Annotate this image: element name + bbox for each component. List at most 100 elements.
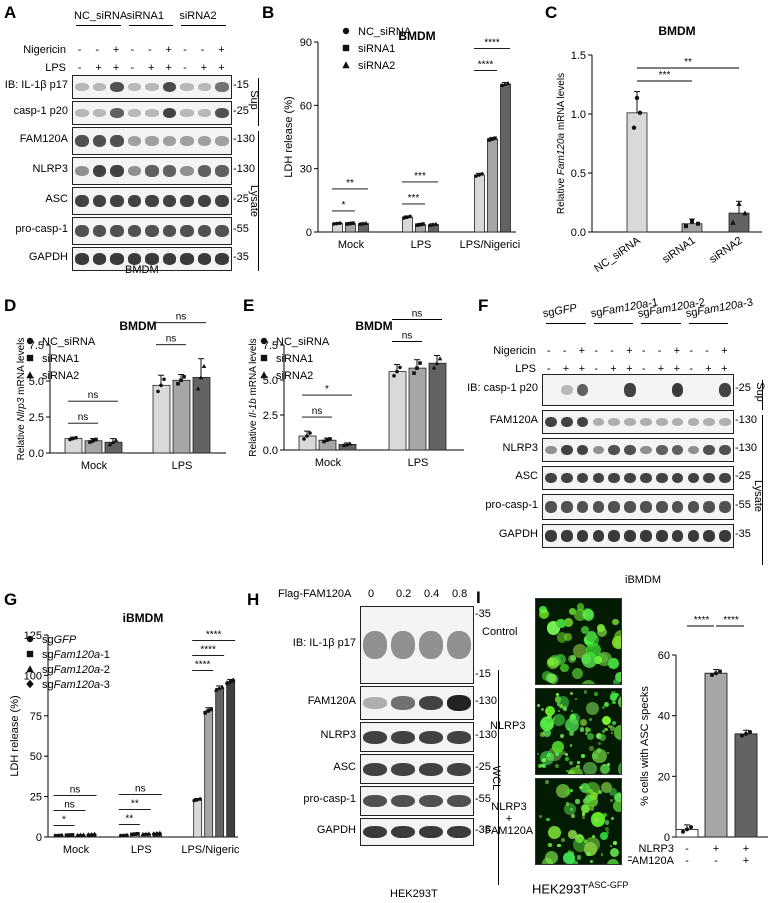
treatment-sign: + <box>713 843 719 855</box>
data-point <box>431 365 437 370</box>
lane-group-underline <box>641 323 681 324</box>
blot-band <box>127 83 142 91</box>
fluorescent-cell <box>547 718 552 723</box>
fluorescent-cell <box>599 832 609 841</box>
fluorescent-cell <box>583 761 597 774</box>
fluorescent-cell <box>570 808 573 811</box>
fluorescent-cell <box>605 826 610 831</box>
blot-band <box>363 825 387 839</box>
blot-band <box>576 530 589 542</box>
molecular-weight-label: -35 <box>475 608 491 620</box>
data-point <box>433 221 439 226</box>
blot-band <box>624 444 636 456</box>
lane-group-underline <box>593 323 633 324</box>
blot-row-label: NLRP3 <box>502 442 538 454</box>
blot-band <box>92 164 107 178</box>
molecular-weight-label: -25 <box>475 761 491 773</box>
panel-h-western-blot: Flag-FAM120A 0 0.2 0.4 0.8 IB: IL-1β p17 -35 -1… <box>240 580 502 900</box>
data-point <box>198 797 202 801</box>
legend-marker <box>260 354 268 362</box>
data-point <box>487 138 491 142</box>
y-tick-label: 0 <box>36 832 42 844</box>
legend-label: siRNA1 <box>42 353 79 365</box>
fluorescent-cell <box>556 618 566 629</box>
fluorescent-cell <box>543 729 551 737</box>
legend-marker <box>260 371 268 379</box>
legend-label: sgFam120a-2 <box>42 664 110 676</box>
blot-row-label: GAPDH <box>316 824 356 836</box>
data-point <box>351 221 355 225</box>
treatment-sign: - <box>610 345 614 357</box>
blot-row-label: FAM120A <box>307 695 356 707</box>
fluorescent-cell <box>574 609 587 622</box>
treatment-sign: + <box>112 62 120 74</box>
treatment-sign: - <box>562 345 567 357</box>
data-point <box>113 437 119 442</box>
data-point <box>402 216 406 220</box>
fluorescent-cell <box>575 799 580 804</box>
lane-group-underline <box>181 25 226 26</box>
blot-band <box>162 225 177 237</box>
significance-label: * <box>325 384 329 395</box>
fluorescent-cell <box>564 618 574 627</box>
blot-band <box>391 631 415 659</box>
fluorescent-cell <box>570 814 575 819</box>
legend-label: siRNA1 <box>358 43 395 55</box>
treatment-label: NLRP3 <box>639 843 674 855</box>
fluorescent-cell <box>604 820 609 825</box>
blot-band <box>75 83 89 91</box>
blot-band <box>545 416 557 428</box>
legend-label-part: Fam120a <box>54 649 100 661</box>
bar <box>84 440 103 454</box>
blot-band <box>419 730 443 744</box>
fluorescent-cell <box>590 860 593 863</box>
blot-band <box>560 530 573 542</box>
blot-band <box>145 83 159 91</box>
legend-marker <box>26 650 34 658</box>
blot-band <box>719 383 731 397</box>
data-point <box>176 381 180 386</box>
data-point <box>477 173 481 177</box>
blot-strip <box>72 217 232 245</box>
data-point <box>151 831 157 838</box>
fluorescent-cell <box>610 726 615 731</box>
fluorescent-cell <box>586 630 598 642</box>
fluorescence-image-control <box>535 598 622 685</box>
blot-band <box>162 81 177 93</box>
blot-band <box>576 416 589 428</box>
data-point <box>748 730 752 735</box>
molecular-weight-label: -15 <box>233 79 249 91</box>
treatment-sign: - <box>77 62 82 74</box>
x-tick-label: LPS <box>411 239 432 251</box>
treatment-label: LPS <box>45 62 66 74</box>
fluorescent-cell <box>543 717 547 721</box>
x-tick-label: LPS <box>172 460 193 472</box>
data-point <box>308 431 312 435</box>
fluorescent-cell <box>604 702 610 707</box>
blot-band <box>197 194 212 208</box>
y-axis-label: % cells with ASC specks <box>639 686 651 806</box>
treatment-sign: - <box>130 44 135 56</box>
treatment-sign: - <box>594 345 599 357</box>
legend-label-part: -3 <box>100 679 110 691</box>
blot-band <box>215 165 229 177</box>
fluorescent-cell <box>569 730 575 736</box>
legend-marker <box>260 337 268 345</box>
fluorescent-cell <box>603 813 608 818</box>
data-point <box>305 434 309 438</box>
significance-label: * <box>342 200 346 211</box>
data-point <box>398 365 402 370</box>
data-point <box>209 707 213 711</box>
blot-strip <box>72 247 232 271</box>
fluorescent-cell <box>581 812 586 816</box>
bar <box>474 174 485 233</box>
significance-label: ns <box>312 406 323 417</box>
data-point <box>415 223 419 227</box>
data-point <box>107 442 113 447</box>
bar <box>428 362 447 451</box>
x-tick-label: LPS/Nigericin <box>181 844 240 856</box>
fluorescent-cell <box>545 780 550 784</box>
data-point <box>230 677 236 684</box>
blot-strip <box>542 438 734 462</box>
fluorescent-cell <box>584 839 588 843</box>
